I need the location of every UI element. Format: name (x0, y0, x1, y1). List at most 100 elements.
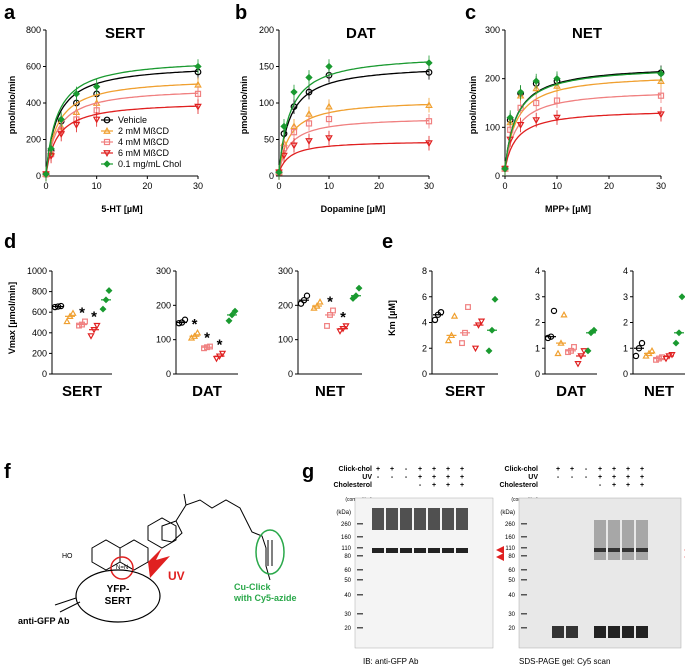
data-point (76, 322, 82, 329)
data-point (330, 307, 336, 314)
gel-mark: - (557, 474, 560, 481)
kda-label: 50 (344, 578, 351, 584)
gel-band-high (456, 508, 468, 530)
kda-label: 110 (505, 546, 515, 552)
gel-band-high (414, 508, 426, 530)
kda-label: 30 (508, 612, 515, 618)
kda-label: 60 (344, 568, 351, 574)
data-point (218, 350, 227, 358)
data-point (553, 81, 561, 89)
kda-label: 80 (508, 554, 515, 560)
gel-mark: + (612, 482, 616, 489)
data-point (450, 312, 459, 319)
data-point (532, 77, 540, 85)
x-tick-label: 10 (92, 181, 102, 191)
xlabel-c: MPP+ [µM] (545, 204, 591, 214)
gel-band (442, 548, 454, 553)
series-line-2 (504, 94, 662, 169)
chart-d-net: 0 100 200 300 NET * * (278, 266, 363, 400)
ladder-band (521, 555, 527, 557)
gel-mark: + (640, 482, 644, 489)
y-tick-label: 4 (422, 318, 427, 328)
data-point (554, 349, 562, 357)
data-point (506, 113, 514, 122)
y-tick-label: 150 (259, 62, 274, 72)
series-line-0 (45, 70, 199, 175)
gel-mark: + (446, 482, 450, 489)
data-point (425, 101, 433, 109)
gel-band-high (442, 508, 454, 530)
gel-dye-front (566, 626, 578, 638)
gel-mark: + (460, 474, 464, 481)
gel-mark: + (626, 466, 630, 473)
ladder-band (357, 579, 363, 581)
gels: Click-chol + + - + + + +UV - - - + + + +Cholesterol - + +… (333, 466, 685, 666)
data-point (63, 317, 71, 325)
data-point (275, 168, 283, 176)
data-point (297, 300, 305, 307)
data-point (571, 344, 577, 350)
gel-mark: + (390, 466, 394, 473)
x-tick-label: 0 (43, 181, 48, 191)
y-tick-label: 0 (42, 369, 47, 379)
kda-unit: (kDa) (336, 510, 351, 516)
series-line-4 (278, 61, 430, 173)
uv-bolt-icon (148, 548, 170, 578)
uv-label: UV (168, 569, 185, 583)
kda-label: 40 (344, 593, 351, 599)
series-line-4 (45, 65, 199, 175)
data-point (657, 111, 665, 119)
gel-mark: + (598, 466, 602, 473)
legend-entry: Vehicle (118, 115, 147, 125)
data-point (678, 293, 685, 301)
data-point (459, 340, 465, 347)
data-point (444, 336, 453, 344)
panel-letter-b: b (235, 2, 247, 24)
click-label-2: with Cy5-azide (233, 593, 297, 603)
data-point (485, 347, 493, 355)
gel-band (386, 548, 398, 553)
data-point (324, 322, 330, 329)
y-tick-label: 0 (623, 369, 628, 379)
data-point (672, 339, 680, 347)
chart-b: 0 50 100 150 200 0 10 20 30 (259, 25, 434, 191)
chart-d-dat: 0 100 200 300 DAT * * * (156, 266, 239, 400)
x-tick-label: 20 (604, 181, 614, 191)
gel-smear (622, 520, 634, 560)
group-label: SERT (445, 383, 485, 400)
legend-entry: 6 mM MßCD (118, 148, 169, 158)
ladder-band (357, 627, 363, 629)
data-point (231, 307, 239, 315)
gel-band-high (428, 508, 440, 530)
alkyne-ellipse (255, 529, 285, 575)
significance-star: * (204, 330, 210, 347)
gel-row-label: UV (362, 474, 372, 481)
gel-mark: + (640, 474, 644, 481)
gel-caption: SDS-PAGE gel: Cy5 scan (519, 657, 610, 666)
data-point (516, 122, 525, 129)
gel-caption: IB: anti-GFP Ab (363, 657, 419, 666)
ladder-band (357, 536, 363, 538)
title-sert: SERT (105, 25, 145, 42)
kda-label: 60 (508, 568, 515, 574)
y-tick-label: 0 (269, 171, 274, 181)
y-tick-label: 2 (535, 318, 540, 328)
ladder-band (357, 523, 363, 525)
kda-label: 260 (505, 522, 516, 528)
legend-marker (103, 160, 111, 168)
y-tick-label: 400 (26, 98, 41, 108)
ladder-band (357, 555, 363, 557)
y-tick-label: 2 (623, 318, 628, 328)
ylabel-a: pmol/mio/min (7, 76, 17, 135)
gel-band (372, 548, 384, 553)
data-point (491, 295, 499, 303)
ladder-band (521, 523, 527, 525)
data-point (425, 140, 433, 148)
gel-band (414, 548, 426, 553)
y-tick-label: 600 (26, 62, 41, 72)
ho-label: HO (62, 553, 73, 560)
gel-band-high (372, 508, 384, 530)
data-point (574, 361, 582, 368)
